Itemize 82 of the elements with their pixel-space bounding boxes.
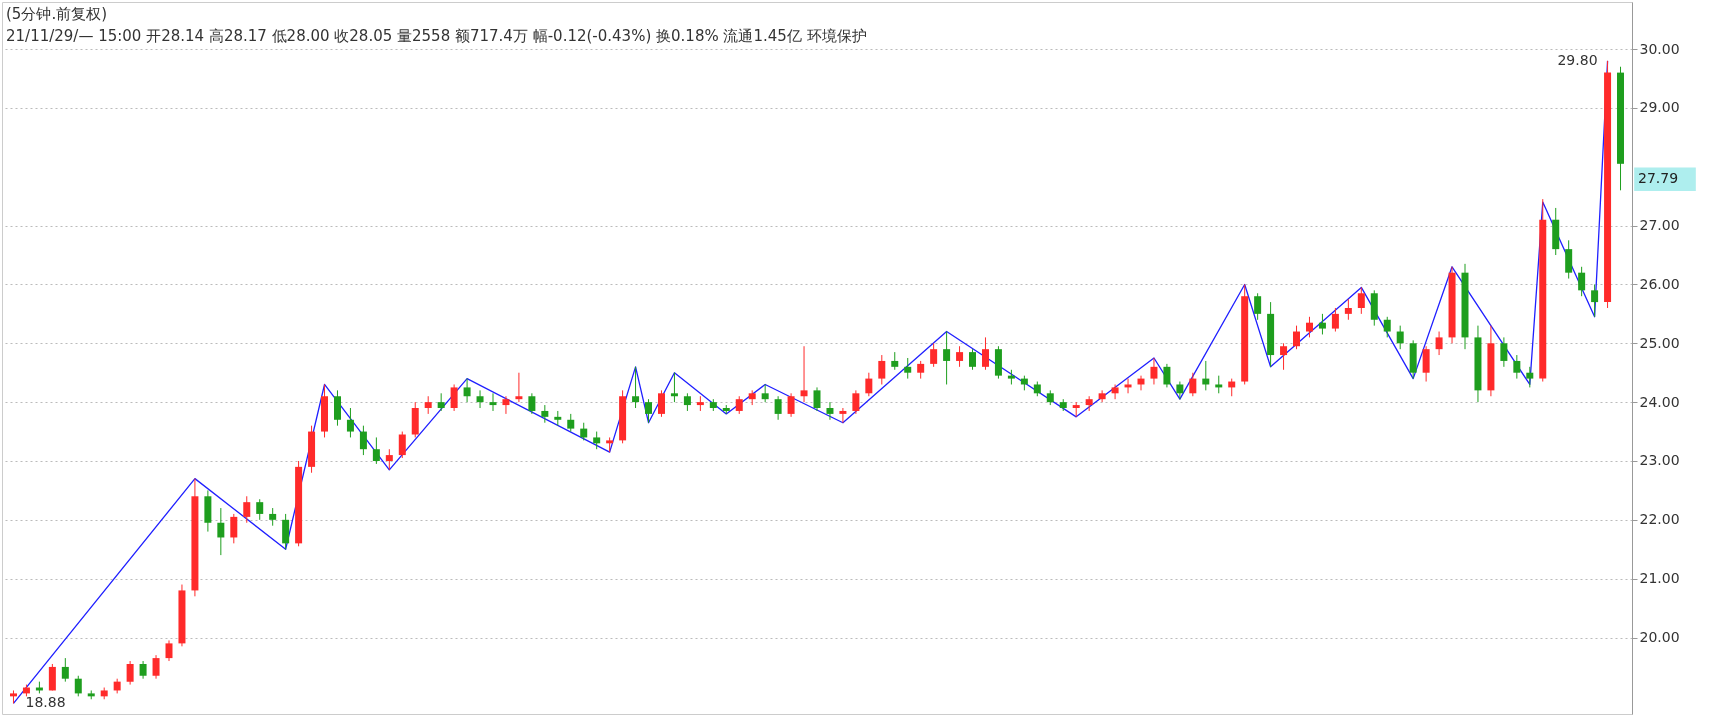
y-tick-label: 22.00: [1639, 511, 1680, 528]
candlestick: [1383, 316, 1391, 338]
candlestick: [385, 448, 393, 471]
candlestick: [943, 331, 951, 385]
candlestick: [1344, 298, 1352, 321]
y-tick-label: 20.00: [1639, 629, 1680, 645]
candlestick: [61, 657, 69, 683]
candlestick: [826, 401, 834, 421]
candlestick: [1526, 366, 1534, 388]
candlestick: [1124, 378, 1132, 394]
candlestick: [839, 407, 847, 424]
annotation: 18.88: [25, 694, 66, 711]
y-tick-label: 29.00: [1639, 99, 1680, 116]
candlestick: [1189, 372, 1197, 397]
candlestick: [1357, 286, 1365, 315]
y-tick-label: 21.00: [1639, 570, 1680, 587]
candlestick: [852, 389, 860, 415]
annotation: 29.80: [1557, 51, 1598, 68]
candlestick: [1578, 266, 1586, 297]
candlestick: [787, 392, 795, 418]
candlestick: [489, 392, 497, 412]
candlestick: [126, 660, 134, 686]
candlestick: [528, 392, 536, 415]
candlestick: [450, 383, 458, 412]
candlestick: [1435, 331, 1443, 356]
y-tick-label: 24.00: [1639, 393, 1680, 410]
candlestick: [1098, 389, 1106, 403]
candlestick: [657, 389, 665, 418]
candlestick: [152, 654, 160, 680]
candlestick: [1254, 292, 1262, 321]
y-tick-label: 26.00: [1639, 275, 1680, 292]
chart-title: (5分钟.前复权): [6, 5, 108, 23]
candlestick: [217, 507, 225, 556]
candlestick: [165, 639, 173, 662]
candlestick: [256, 498, 264, 521]
candlestick: [515, 372, 523, 403]
candlestick: [1305, 316, 1313, 338]
candlestick: [502, 395, 510, 415]
y-tick-label: 27.00: [1639, 217, 1680, 234]
candlestick: [632, 366, 640, 409]
candlestick: [670, 372, 678, 403]
candlestick: [774, 395, 782, 421]
candlestick: [1331, 307, 1339, 333]
candlestick: [48, 663, 56, 691]
candlestick: [476, 389, 484, 409]
candlestick: [981, 336, 989, 371]
candlestick: [1150, 357, 1158, 385]
candlestick: [645, 398, 653, 424]
candlestick: [800, 345, 808, 403]
candlestick: [1163, 363, 1171, 388]
candlestick: [346, 407, 354, 438]
candlestick: [1293, 325, 1301, 350]
candlestick: [282, 513, 290, 550]
candlestick: [359, 425, 367, 456]
candlestick: [372, 436, 380, 465]
candlestick: [1513, 354, 1521, 380]
candlestick: [956, 345, 964, 368]
candlestick: [813, 386, 821, 412]
candlestick: [865, 372, 873, 397]
candlestick: [1591, 283, 1599, 318]
y-tick-label: 23.00: [1639, 452, 1680, 469]
candlestick: [398, 431, 406, 459]
candlestick: [904, 357, 912, 380]
candlestick: [1422, 345, 1430, 383]
candlestick: [243, 495, 251, 524]
y-tick-label: 25.00: [1639, 334, 1680, 351]
candlestick: [878, 354, 886, 385]
candlestick: [1111, 383, 1119, 400]
candlestick: [930, 342, 938, 368]
candlestick: [230, 513, 238, 544]
candlestick: [1318, 313, 1326, 335]
candlestick: [1280, 342, 1288, 371]
candlestick: [969, 348, 977, 371]
annotation: 21/11/29/— 15:00 开28.14 高28.17 低28.00 收28.05 量2558 额717.4万 幅-0.12(-0.43%) 换0.18% 流通1.45亿 环境保护: [6, 27, 867, 45]
y-tick-label: 30.00: [1639, 40, 1680, 57]
candlestick: [74, 675, 82, 697]
candlestick: [1500, 336, 1508, 368]
text: 27.79: [1638, 170, 1679, 187]
candlestick: [1396, 325, 1404, 350]
candlestick: [1565, 239, 1573, 280]
candlestick: [463, 378, 471, 403]
candlestick: [333, 389, 341, 427]
